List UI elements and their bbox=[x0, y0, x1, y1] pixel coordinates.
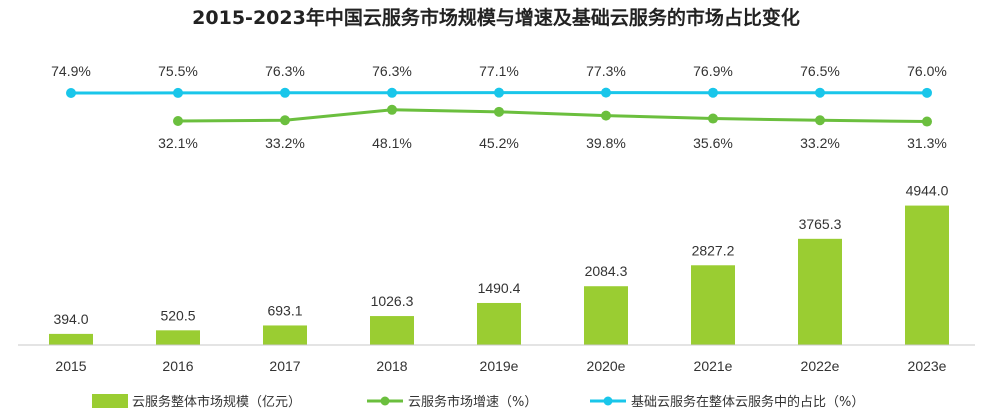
bar-group: 394.0 520.5 693.1 1026.3 1490.4 2084.3 2827.2 3… bbox=[49, 183, 949, 345]
share-value-label: 74.9% bbox=[51, 63, 91, 79]
bar bbox=[905, 205, 949, 345]
bar bbox=[49, 333, 93, 345]
share-value-label: 75.5% bbox=[158, 63, 198, 79]
x-tick-label: 2015 bbox=[55, 358, 86, 374]
bar-value-label: 693.1 bbox=[267, 302, 302, 318]
growth-value-label: 45.2% bbox=[479, 135, 519, 151]
growth-point bbox=[601, 110, 611, 121]
bar bbox=[156, 330, 200, 345]
bar-value-label: 1026.3 bbox=[371, 293, 414, 309]
share-value-label: 76.3% bbox=[265, 63, 305, 79]
share-point bbox=[494, 87, 504, 98]
share-point bbox=[708, 87, 718, 98]
x-tick-label: 2021e bbox=[694, 358, 733, 374]
legend-share-label: 基础云服务在整体云服务中的占比（%） bbox=[631, 394, 864, 410]
growth-point bbox=[494, 106, 504, 117]
share-point bbox=[387, 87, 397, 98]
growth-point bbox=[815, 115, 825, 126]
growth-value-label: 39.8% bbox=[586, 135, 626, 151]
x-tick-label: 2022e bbox=[801, 358, 840, 374]
growth-point bbox=[280, 115, 290, 126]
growth-series-line bbox=[177, 108, 928, 124]
growth-point bbox=[922, 116, 932, 127]
legend-share-marker bbox=[603, 396, 613, 406]
growth-point bbox=[708, 113, 718, 124]
x-tick-label: 2020e bbox=[587, 358, 626, 374]
growth-value-label: 35.6% bbox=[693, 135, 733, 151]
x-tick-label: 2023e bbox=[908, 358, 947, 374]
share-point bbox=[922, 87, 932, 98]
share-value-label: 77.1% bbox=[479, 63, 519, 79]
legend-bar-swatch bbox=[92, 394, 128, 408]
share-value-label: 76.0% bbox=[907, 63, 947, 79]
growth-value-label: 32.1% bbox=[158, 135, 198, 151]
growth-value-label: 33.2% bbox=[800, 135, 840, 151]
legend-growth-label: 云服务市场增速（%） bbox=[408, 394, 537, 410]
bar bbox=[370, 316, 414, 345]
share-point bbox=[601, 87, 611, 98]
x-tick-label: 2019e bbox=[480, 358, 519, 374]
legend-bar-label: 云服务整体市场规模（亿元） bbox=[132, 394, 301, 410]
share-value-label: 77.3% bbox=[586, 63, 626, 79]
bar-value-label: 2827.2 bbox=[692, 242, 735, 258]
bar bbox=[584, 286, 628, 345]
share-value-label: 76.9% bbox=[693, 63, 733, 79]
line-group: 74.9% 75.5% 76.3% 76.3% 77.1% 77.3% 76.9% 76.5%… bbox=[51, 63, 947, 151]
bar bbox=[691, 265, 735, 345]
bar-value-label: 2084.3 bbox=[585, 263, 628, 279]
bar bbox=[798, 238, 842, 345]
chart-title: 2015-2023年中国云服务市场规模与增速及基础云服务的市场占比变化 bbox=[192, 6, 800, 29]
x-tick-label: 2018 bbox=[376, 358, 407, 374]
bar-value-label: 1490.4 bbox=[478, 280, 521, 296]
bar-value-label: 4944.0 bbox=[906, 183, 949, 199]
bar-value-label: 3765.3 bbox=[799, 216, 842, 232]
share-value-label: 76.3% bbox=[372, 63, 412, 79]
x-tick-label: 2017 bbox=[269, 358, 300, 374]
growth-point bbox=[173, 116, 183, 126]
x-axis-ticks: 2015 2016 2017 2018 2019e 2020e 2021e 2022e 2023… bbox=[55, 358, 946, 374]
bar bbox=[263, 325, 307, 345]
bar-value-label: 520.5 bbox=[160, 307, 195, 323]
share-point bbox=[815, 87, 825, 98]
share-value-label: 76.5% bbox=[800, 63, 840, 79]
share-point bbox=[280, 87, 290, 98]
share-point bbox=[173, 87, 183, 98]
growth-value-label: 33.2% bbox=[265, 135, 305, 151]
bar bbox=[477, 302, 521, 345]
growth-value-label: 48.1% bbox=[372, 135, 412, 151]
growth-value-label: 31.3% bbox=[907, 135, 947, 151]
share-point bbox=[66, 88, 76, 98]
legend-growth-marker bbox=[380, 396, 390, 406]
legend: 云服务整体市场规模（亿元） 云服务市场增速（%） 基础云服务在整体云服务中的占比（%… bbox=[92, 394, 864, 410]
growth-point bbox=[387, 104, 397, 115]
x-tick-label: 2016 bbox=[162, 358, 193, 374]
bar-value-label: 394.0 bbox=[53, 311, 88, 327]
